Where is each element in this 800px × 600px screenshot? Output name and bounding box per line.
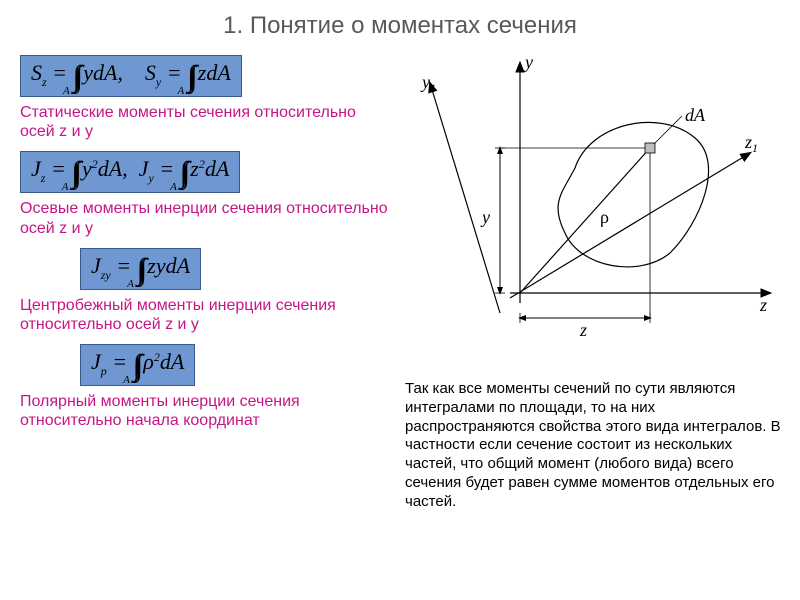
formula-polar-math: Jp = ∫∫A ρ2dA	[91, 349, 184, 383]
svg-text:z: z	[579, 320, 587, 340]
formula-polar: Jp = ∫∫A ρ2dA	[80, 344, 195, 386]
formula-axial-caption: Осевые моменты инерции сечения относител…	[20, 199, 390, 237]
svg-text:dA: dA	[685, 105, 706, 125]
page-title: 1. Понятие о моментах сечения	[0, 0, 800, 40]
svg-text:ρ: ρ	[600, 207, 609, 227]
formula-centrifugal: Jzy = ∫∫A zydA	[80, 248, 201, 290]
svg-text:y: y	[480, 207, 490, 227]
formula-centrifugal-math: Jzy = ∫∫A zydA	[91, 253, 190, 287]
svg-text:y: y	[523, 52, 533, 72]
formula-centrifugal-caption: Центробежный моменты инерции сечения отн…	[20, 296, 390, 334]
formula-column: Sz = ∫∫A ydA, Sy = ∫∫A zdA Статические м…	[20, 55, 390, 441]
svg-text:z: z	[759, 295, 767, 315]
svg-text:z1: z1	[744, 132, 758, 155]
formula-axial: Jz = ∫∫A y2dA, Jy = ∫∫A z2dA	[20, 151, 240, 193]
svg-text:y1: y1	[420, 72, 436, 95]
cross-section-diagram: y z y1 z1 ρ dA z y	[400, 48, 780, 358]
formula-axial-math: Jz = ∫∫A y2dA, Jy = ∫∫A z2dA	[31, 156, 229, 190]
formula-static: Sz = ∫∫A ydA, Sy = ∫∫A zdA	[20, 55, 242, 97]
explanation-paragraph: Так как все моменты сечений по сути явля…	[405, 380, 785, 511]
formula-polar-caption: Полярный моменты инерции сечения относит…	[20, 392, 390, 430]
formula-static-math: Sz = ∫∫A ydA, Sy = ∫∫A zdA	[31, 60, 231, 94]
formula-static-caption: Статические моменты сечения относительно…	[20, 103, 390, 141]
